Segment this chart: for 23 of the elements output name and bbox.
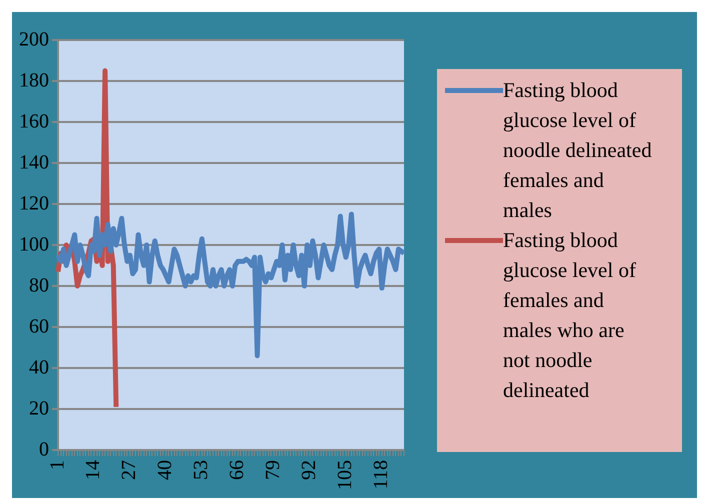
x-tick-label: 14 bbox=[82, 460, 104, 480]
x-tick-label: 27 bbox=[118, 460, 140, 480]
y-tick-label: 120 bbox=[19, 192, 49, 214]
x-tick-label: 79 bbox=[262, 460, 284, 480]
y-tick-label: 100 bbox=[19, 233, 49, 256]
x-tick-label: 66 bbox=[226, 460, 248, 480]
x-tick-label: 105 bbox=[334, 460, 356, 490]
y-tick-label: 160 bbox=[19, 110, 49, 132]
x-tick-label: 53 bbox=[190, 460, 212, 480]
x-tick-label: 92 bbox=[298, 460, 320, 480]
y-tick-label: 180 bbox=[19, 69, 49, 92]
y-tick-label: 140 bbox=[19, 151, 49, 174]
y-tick-label: 0 bbox=[39, 438, 49, 460]
x-tick-label: 40 bbox=[154, 460, 176, 480]
x-tick-label: 1 bbox=[46, 460, 68, 470]
y-tick-label: 80 bbox=[29, 274, 49, 296]
y-tick-label: 40 bbox=[29, 356, 49, 378]
legend-label: Fasting blood glucose level of females and males who are not noodle delineated bbox=[503, 227, 637, 404]
legend-label: Fasting blood glucose level of noodle delineated females and males bbox=[503, 77, 653, 224]
y-tick-label: 200 bbox=[19, 28, 49, 50]
y-tick-label: 20 bbox=[29, 397, 49, 420]
x-tick-label: 118 bbox=[370, 460, 392, 490]
y-tick-label: 60 bbox=[29, 315, 49, 338]
